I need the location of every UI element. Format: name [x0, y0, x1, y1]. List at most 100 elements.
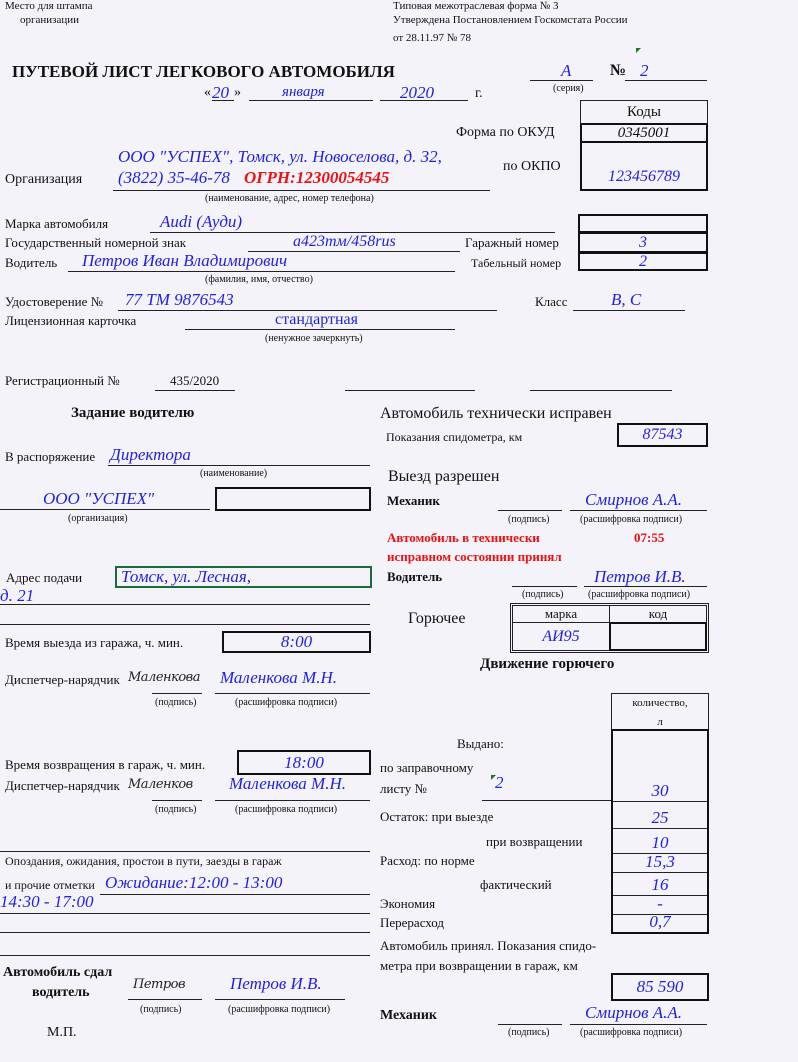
delays-value-2[interactable]: 14:30 - 17:00 [0, 892, 94, 911]
issued-sheet-number[interactable]: 2 [495, 773, 504, 792]
depart-field[interactable]: 8:00 [222, 631, 371, 653]
qty-header-label: количество, [632, 697, 688, 709]
form-info-1: Типовая межотраслевая форма № 3 [393, 0, 559, 12]
address-line2[interactable]: д. 21 [0, 586, 35, 605]
class-label: Класс [535, 294, 568, 309]
mechanic-name[interactable]: Смирнов А.А. [585, 490, 683, 509]
card-label: Лицензионная карточка [5, 313, 137, 328]
sign-hint-6: (подпись) [508, 1027, 550, 1038]
reg-value[interactable]: 435/2020 [170, 373, 220, 388]
disposal-value[interactable]: Директора [110, 445, 191, 464]
date-quote-close: » [234, 85, 241, 100]
plate-line [248, 251, 460, 252]
fuel-code-header: код [610, 606, 706, 623]
delays-value-1[interactable]: Ожидание:12:00 - 13:00 [105, 873, 283, 892]
driver-accept-label: Водитель [387, 569, 443, 584]
org-ogrn[interactable]: ОГРН:12300054545 [244, 168, 390, 187]
tab-field[interactable]: 2 [578, 252, 708, 271]
return-speedo-field[interactable]: 85 590 [611, 973, 709, 1001]
disposal-label: В распоряжение [5, 449, 96, 464]
dispatcher-sign-line [152, 693, 202, 694]
speedo-field[interactable]: 87543 [617, 423, 708, 447]
fuel-code-field[interactable] [609, 622, 707, 651]
norm-value[interactable]: 15,3 [613, 852, 707, 873]
task-org-value[interactable]: ООО "УСПЕХ" [43, 489, 155, 508]
okpo-field[interactable]: 123456789 [580, 141, 708, 191]
decode-hint-4: (расшифровка подписи) [580, 514, 683, 525]
okpo-label: по ОКПО [503, 159, 561, 174]
return-speedo-label-2: метра при возвращении в гараж, км [380, 958, 578, 973]
date-year[interactable]: 2020 [400, 83, 434, 102]
issued-value[interactable]: 30 [613, 731, 707, 802]
issued-label: Выдано: [457, 736, 504, 751]
address-underline-2 [0, 624, 370, 625]
number-line [625, 80, 707, 81]
mechanic2-label: Механик [380, 1008, 437, 1023]
okud-field[interactable]: 0345001 [580, 123, 708, 143]
org-phone[interactable]: (3822) 35-46-78 [118, 168, 230, 187]
accepted-line-1: Автомобиль в технически [387, 530, 540, 545]
series-hint: (серия) [553, 83, 584, 94]
sign-hint-2: (подпись) [155, 804, 197, 815]
dispatcher-signature: Маленкова [128, 670, 201, 685]
driver-accept-name[interactable]: Петров И.В. [594, 567, 686, 586]
class-value[interactable]: В, С [611, 290, 642, 309]
dispatcher2-sign-line [152, 800, 202, 801]
card-hint: (ненужное зачеркнуть) [265, 333, 363, 344]
rest-return-value[interactable]: 10 [613, 829, 707, 854]
org-address[interactable]: ООО "УСПЕХ", Томск, ул. Новоселова, д. 3… [118, 147, 442, 166]
license-value[interactable]: 77 ТМ 9876543 [125, 290, 234, 309]
class-line [573, 310, 685, 311]
address-label: Адрес подачи [6, 570, 83, 585]
date-month[interactable]: января [282, 84, 325, 100]
brand-value[interactable]: Audi (Ауди) [160, 212, 243, 231]
decode-hint-5: (расшифровка подписи) [588, 589, 691, 600]
actual-value[interactable]: 16 [613, 873, 707, 896]
series-value[interactable]: А [561, 61, 572, 80]
rest-depart-value[interactable]: 25 [613, 802, 707, 829]
stamp-label-2: организации [20, 14, 80, 26]
rest-return-label: при возвращении [486, 834, 583, 849]
reg-line [155, 390, 235, 391]
tech-ok-title: Автомобиль технически исправен [380, 405, 612, 422]
stamp-label: Место для штампа [5, 0, 93, 12]
return-field[interactable]: 18:00 [237, 750, 371, 775]
garage-field[interactable]: 3 [578, 232, 708, 253]
speedo-label: Показания спидометра, км [386, 430, 523, 444]
cell-marker-icon [636, 48, 641, 53]
form-info-2: Утверждена Постановлением Госкомстата Ро… [393, 14, 628, 26]
mechanic-name-line [570, 510, 707, 511]
decode-hint-3: (расшифровка подписи) [228, 1004, 331, 1015]
number-value[interactable]: 2 [640, 61, 649, 80]
brand-code-box[interactable] [578, 214, 708, 233]
dispatcher-name[interactable]: Маленкова М.Н. [220, 668, 337, 687]
overrun-value[interactable]: 0,7 [649, 912, 671, 931]
driver-name-line [584, 586, 707, 587]
stamp-place: М.П. [47, 1025, 77, 1040]
address-field[interactable]: Томск, ул. Лесная, [115, 566, 372, 588]
decode-hint: (расшифровка подписи) [235, 697, 338, 708]
reg-label: Регистрационный № [5, 373, 120, 388]
driver-hint: (фамилия, имя, отчество) [205, 274, 313, 285]
handover-name[interactable]: Петров И.В. [230, 974, 322, 993]
brand-line [150, 232, 555, 233]
blank-line-2 [530, 390, 672, 391]
accepted-time: 07:55 [634, 530, 665, 545]
norm-label: Расход: по норме [380, 853, 475, 868]
delays-line-1 [100, 894, 370, 895]
card-line [185, 329, 455, 330]
dispatcher2-name-line [215, 800, 370, 801]
economy-value[interactable]: - [613, 894, 707, 915]
task-org-box[interactable] [215, 487, 371, 511]
plate-value[interactable]: а423тм/458rus [293, 233, 396, 250]
card-value[interactable]: стандартная [275, 311, 358, 328]
dispatcher2-label: Диспетчер-нарядчик [5, 778, 120, 793]
mechanic2-sign-line [498, 1024, 562, 1025]
mechanic2-name[interactable]: Смирнов А.А. [585, 1003, 683, 1022]
blank-line-1 [345, 390, 475, 391]
driver-value[interactable]: Петров Иван Владимирович [82, 251, 288, 270]
fuel-brand-field[interactable]: АИ95 [513, 623, 610, 650]
date-day[interactable]: 20 [212, 83, 229, 102]
dispatcher2-name[interactable]: Маленкова М.Н. [229, 774, 346, 793]
codes-header: Коды [580, 100, 708, 124]
